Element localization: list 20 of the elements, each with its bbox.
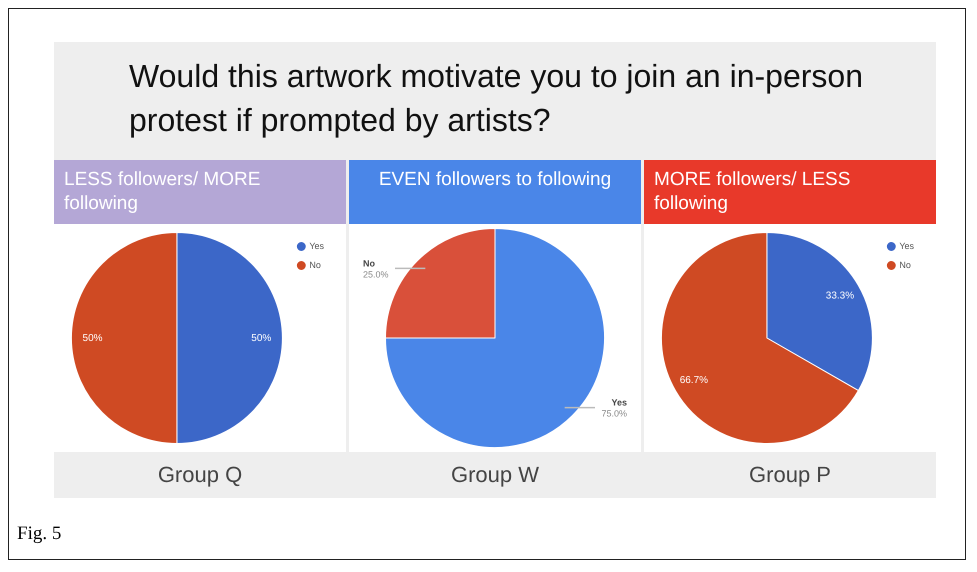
chart-subtitle: MORE followers/ LESS following <box>644 160 936 224</box>
data-label: 50% <box>82 332 103 344</box>
slice-label: No <box>363 258 376 268</box>
text: Group W <box>450 461 540 489</box>
data-label: 33.3% <box>826 290 854 302</box>
legend-label: No <box>309 260 321 270</box>
text: Would this artwork motivate you to join an in-person protest if prompted by artists? <box>128 57 864 140</box>
legend-label: Yes <box>899 240 914 251</box>
text: Group P <box>748 461 832 489</box>
chart-subtitle: LESS followers/ MORE following <box>54 160 346 224</box>
slice-label: Yes <box>611 398 627 408</box>
legend-label: Yes <box>309 240 324 251</box>
caption: Fig. 5 <box>17 523 62 545</box>
data-label: 66.7% <box>680 375 708 386</box>
legend-label: No <box>899 260 911 270</box>
chart-subtitle: EVEN followers to following <box>349 160 641 224</box>
data-label: 25.0% <box>363 269 389 280</box>
data-label: 75.0% <box>601 408 627 419</box>
text: Group Q <box>156 461 244 489</box>
data-label: 50% <box>251 332 272 344</box>
